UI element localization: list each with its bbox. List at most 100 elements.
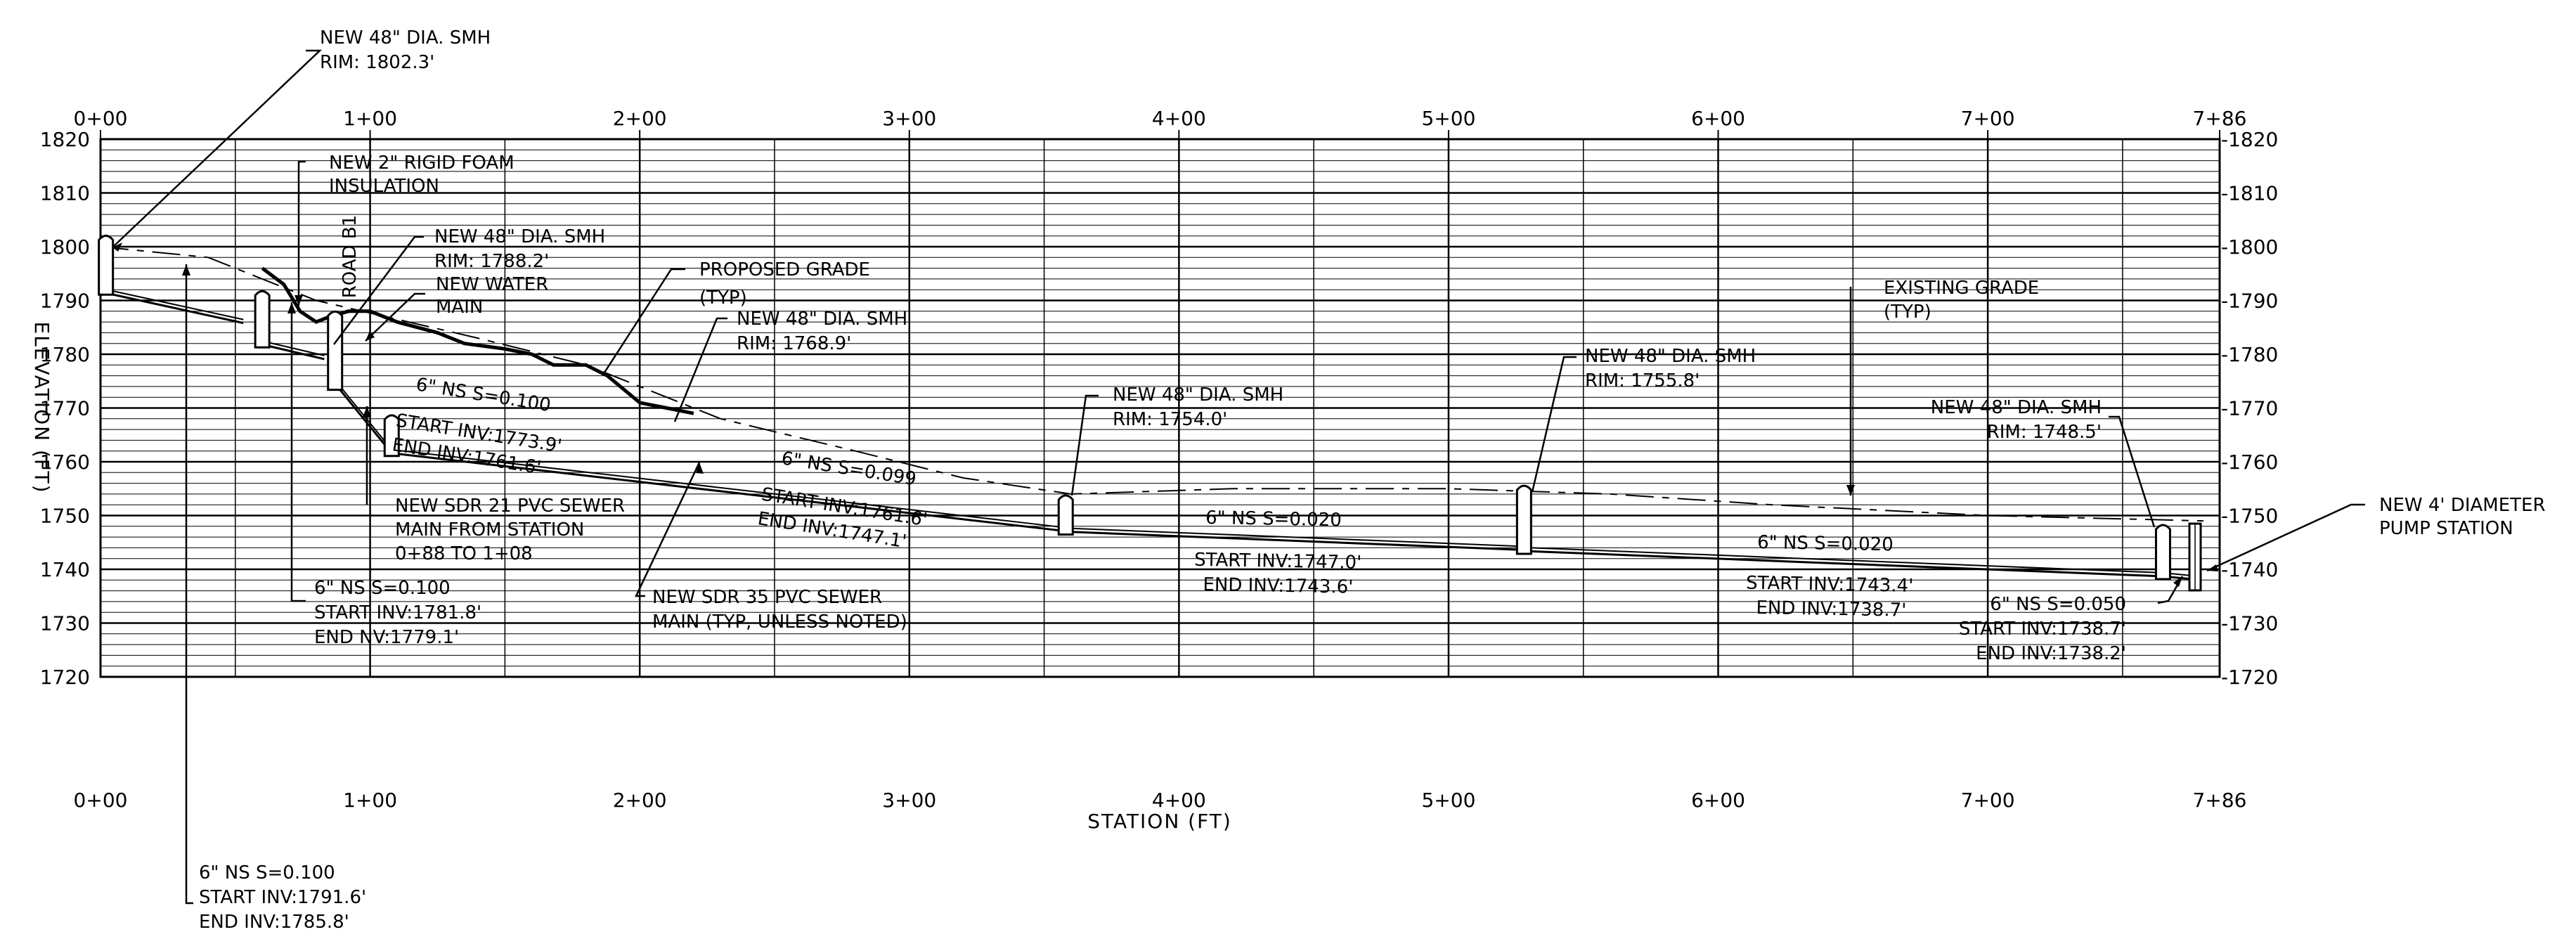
leader-mh-2 <box>333 235 424 345</box>
pipe-segment-invert <box>1066 530 1525 551</box>
manhole-symbol <box>98 234 115 296</box>
x-tick-label-top: 0+00 <box>74 107 128 130</box>
manhole-symbol <box>1515 484 1532 555</box>
manhole-symbol <box>327 310 344 391</box>
svg-text:START INV:1781.8': START INV:1781.8' <box>314 602 481 623</box>
manhole-label-2: NEW 48" DIA. SMH RIM: 1788.2' <box>434 226 605 272</box>
svg-text:(TYP): (TYP) <box>1884 302 1931 323</box>
y-tick-label-right: -1780 <box>2221 343 2278 366</box>
svg-text:0+88 TO 1+08: 0+88 TO 1+08 <box>395 543 533 564</box>
segment-label-6: 6" NS S=0.020 START INV:1743.4' END INV:… <box>1746 532 1914 621</box>
leader-insulation <box>297 160 306 306</box>
svg-text:6" NS S=0.100: 6" NS S=0.100 <box>199 862 335 883</box>
y-tick-label-left: 1790 <box>40 290 90 313</box>
svg-text:NEW 48" DIA. SMH: NEW 48" DIA. SMH <box>737 309 907 330</box>
y-axis-label: ELEVATION (FT) <box>30 321 53 493</box>
svg-text:PUMP STATION: PUMP STATION <box>2379 518 2513 539</box>
x-axis-label: STATION (FT) <box>1087 810 1232 833</box>
segment-label-5: 6" NS S=0.020 START INV:1747.0' END INV:… <box>1194 507 1362 598</box>
x-tick-label-bottom: 6+00 <box>1691 789 1745 812</box>
y-tick-label-right: -1770 <box>2221 397 2278 420</box>
svg-text:6" NS S=0.099: 6" NS S=0.099 <box>780 448 918 490</box>
manhole-label-4: NEW 48" DIA. SMH RIM: 1754.0' <box>1113 384 1283 430</box>
note-proposed-grade: PROPOSED GRADE (TYP) <box>699 259 870 309</box>
svg-text:NEW 48" DIA. SMH: NEW 48" DIA. SMH <box>1931 397 2102 418</box>
svg-text:RIM: 1768.9': RIM: 1768.9' <box>737 333 851 354</box>
leader-mh-5 <box>1531 356 1577 493</box>
note-sdr35: NEW SDR 35 PVC SEWER MAIN (TYP, UNLESS N… <box>652 587 907 633</box>
y-tick-label-left: 1800 <box>40 235 90 259</box>
leader-mh-3 <box>673 317 727 422</box>
x-tick-label-top: 3+00 <box>882 107 936 130</box>
svg-text:NEW SDR 21 PVC SEWER: NEW SDR 21 PVC SEWER <box>395 496 625 517</box>
svg-text:RIM: 1788.2': RIM: 1788.2' <box>434 251 549 272</box>
y-tick-label-left: 1750 <box>40 505 90 528</box>
y-tick-label-right: -1740 <box>2221 558 2278 581</box>
y-tick-label-right: -1820 <box>2221 128 2278 151</box>
x-tick-label-top: 6+00 <box>1691 107 1745 130</box>
leader-seg-1 <box>185 264 193 905</box>
x-tick-label-top: 7+00 <box>1961 107 2015 130</box>
svg-text:MAIN FROM STATION: MAIN FROM STATION <box>395 519 584 540</box>
x-tick-label-bottom: 1+00 <box>343 789 397 812</box>
y-tick-label-left: 1720 <box>40 666 90 689</box>
svg-text:INSULATION: INSULATION <box>329 176 439 197</box>
pipe-segment-invert <box>261 343 325 361</box>
svg-text:NEW 48" DIA. SMH: NEW 48" DIA. SMH <box>434 226 605 247</box>
segment-label-2: 6" NS S=0.100 START INV:1781.8' END NV:1… <box>314 578 481 648</box>
manhole-label-6: NEW 48" DIA. SMH RIM: 1748.5' <box>1931 397 2102 443</box>
y-tick-label-right: -1730 <box>2221 612 2278 635</box>
profile-grid <box>101 138 2220 678</box>
x-tick-label-top: 4+00 <box>1152 107 1206 130</box>
x-tick-label-top: 1+00 <box>343 107 397 130</box>
x-tick-label-top: 7+86 <box>2193 107 2247 130</box>
leader-mh-6 <box>2109 415 2156 528</box>
svg-text:NEW 48" DIA. SMH: NEW 48" DIA. SMH <box>1585 346 1756 367</box>
pipe-segment-crown <box>100 287 244 320</box>
x-tick-label-bottom: 4+00 <box>1152 789 1206 812</box>
svg-text:END INV:1738.7': END INV:1738.7' <box>1756 597 1906 621</box>
svg-text:END INV:1785.8': END INV:1785.8' <box>199 912 349 933</box>
leader-pump-station <box>2206 503 2365 572</box>
leader-mh-4 <box>1070 394 1099 496</box>
svg-text:START INV:1791.6': START INV:1791.6' <box>199 887 366 908</box>
svg-text:6" NS S=0.100: 6" NS S=0.100 <box>314 578 451 599</box>
x-tick-label-bottom: 7+00 <box>1961 789 2015 812</box>
y-tick-label-left: 1760 <box>40 451 90 474</box>
svg-text:END INV:1738.2': END INV:1738.2' <box>1976 643 2126 664</box>
y-tick-label-left: 1730 <box>40 612 90 635</box>
sewer-pipe <box>100 287 2190 581</box>
pipe-segment-invert <box>100 290 244 325</box>
manhole-symbol <box>1057 494 1074 536</box>
cleanout-symbol <box>254 290 271 349</box>
axis-ticks: 0+00 0+00 1+00 1+00 2+00 2+00 3+00 3+00 4+00 4+00… <box>40 107 2279 812</box>
svg-text:NEW SDR 35 PVC SEWER: NEW SDR 35 PVC SEWER <box>652 587 882 608</box>
note-insulation: NEW 2" RIGID FOAM INSULATION <box>329 153 514 197</box>
svg-text:NEW WATER: NEW WATER <box>436 274 548 295</box>
svg-text:END NV:1779.1': END NV:1779.1' <box>314 627 459 648</box>
manhole-symbol <box>383 414 400 458</box>
note-existing-grade: EXISTING GRADE (TYP) <box>1884 278 2039 323</box>
svg-text:6" NS S=0.020: 6" NS S=0.020 <box>1205 507 1342 531</box>
svg-text:RIM: 1748.5': RIM: 1748.5' <box>1987 422 2102 443</box>
proposed-grade-line <box>261 266 694 415</box>
pipe-segment-crown <box>391 448 1066 529</box>
leader-lines <box>112 49 2365 905</box>
svg-text:END INV:1743.6': END INV:1743.6' <box>1203 574 1353 598</box>
y-tick-label-left: 1810 <box>40 182 90 205</box>
svg-text:START INV:1747.0': START INV:1747.0' <box>1194 550 1362 574</box>
y-tick-label-left: 1740 <box>40 558 90 581</box>
svg-text:START INV:1738.7': START INV:1738.7' <box>1959 619 2126 640</box>
svg-text:6" NS S=0.100: 6" NS S=0.100 <box>415 374 552 416</box>
x-tick-label-top: 2+00 <box>613 107 667 130</box>
pipe-segment-invert <box>337 386 393 454</box>
segment-label-7: 6" NS S=0.050 START INV:1738.7' END INV:… <box>1959 594 2126 664</box>
svg-text:MAIN: MAIN <box>436 297 483 318</box>
x-tick-label-top: 5+00 <box>1421 107 1475 130</box>
note-pump-station: NEW 4' DIAMETER PUMP STATION <box>2379 495 2546 539</box>
svg-text:NEW 4' DIAMETER: NEW 4' DIAMETER <box>2379 495 2546 516</box>
leader-water-main <box>365 292 425 342</box>
pipe-segment-invert <box>391 452 1066 533</box>
x-tick-label-bottom: 0+00 <box>74 789 128 812</box>
